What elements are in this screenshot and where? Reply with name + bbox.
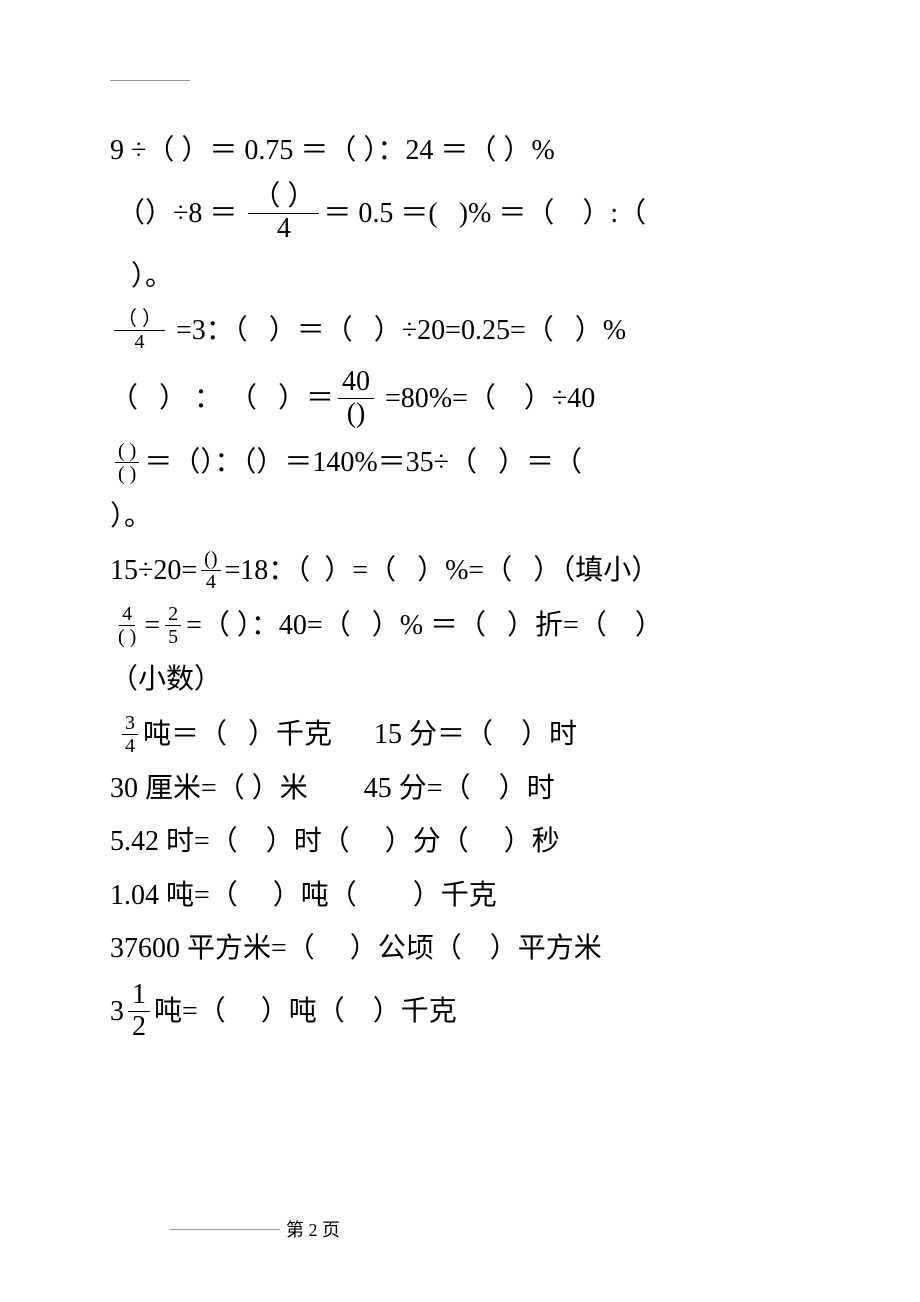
problem-line-8: 15÷20= () 4 =18：（ ）=（ ）%=（ ）（填小） [110,548,820,593]
problem-line-6: ( ) ( ) ＝（）：（）＝140%＝35÷（ ）＝（ [110,440,820,485]
text: ）。 [110,255,173,298]
fraction: 40 () [338,367,374,430]
footer-divider [170,1229,280,1230]
problem-line-10: （小数） [110,658,820,701]
denominator: ( ) [114,463,140,485]
problem-line-15: 37600 平方米=（ ）公顷（ ）平方米 [110,927,820,970]
fraction: 1 2 [128,980,150,1043]
problem-line-16: 3 1 2 吨=（ ）吨（ ）千克 [110,980,820,1043]
text: 15÷20= [110,549,197,592]
page-content: 9 ÷（ ）＝ 0.75 ＝（ ）：24 ＝（ ）% （）÷8 ＝ （ ） 4 … [0,0,920,1113]
text: =18：（ ）=（ ）%=（ ）（填小） [225,549,660,592]
fraction: ( ) ( ) [114,440,140,485]
numerator: （ ） [248,182,319,214]
denominator: 4 [131,331,149,353]
fraction: （ ） 4 [248,182,319,245]
text: =（ ）：40=（ ）% ＝（ ）折=（ ） [186,604,663,647]
text: 1.04 吨=（ ）吨（ ）千克 [110,874,497,917]
fraction: () 4 [201,548,220,593]
numerator: （ ） [114,308,165,331]
text: 5.42 时=（ ）时（ ）分（ ）秒 [110,820,560,863]
text: = [144,604,160,647]
denominator: 4 [273,214,295,245]
denominator: 5 [164,626,182,648]
problem-line-14: 1.04 吨=（ ）吨（ ）千克 [110,874,820,917]
problem-line-11: 3 4 吨＝（ ）千克 15 分＝（ ）时 [110,712,820,757]
text: ）。 [110,495,152,538]
text: （小数） [110,658,222,701]
text: （）÷8 ＝ [110,192,244,235]
denominator: 2 [128,1012,150,1043]
problem-line-1: 9 ÷（ ）＝ 0.75 ＝（ ）：24 ＝（ ）% [110,129,820,172]
denominator: () [343,399,370,430]
problem-line-5: （ ） ： （ ）＝ 40 () =80%=（ ）÷40 [110,367,820,430]
header-divider [110,80,190,81]
numerator: 3 [122,712,138,735]
denominator: ( ) [114,626,140,648]
denominator: 4 [121,735,139,757]
text: 9 ÷（ ）＝ 0.75 ＝（ ）：24 ＝（ ）% [110,129,555,172]
fraction: 3 4 [121,712,139,757]
problem-line-2: （）÷8 ＝ （ ） 4 ＝ 0.5 ＝( )% ＝（ ）:（ [110,182,820,245]
numerator: 2 [165,603,181,626]
text: 37600 平方米=（ ）公顷（ ）平方米 [110,927,602,970]
text: =80%=（ ）÷40 [378,377,595,420]
text: ＝ 0.5 ＝( )% ＝（ ）:（ [323,192,646,235]
text: 吨=（ ）吨（ ）千克 [154,990,457,1033]
problem-line-9: 4 ( ) = 2 5 =（ ）：40=（ ）% ＝（ ）折=（ ） [110,603,820,648]
problem-line-13: 5.42 时=（ ）时（ ）分（ ）秒 [110,820,820,863]
problem-line-12: 30 厘米=（ ）米 45 分=（ ）时 [110,767,820,810]
denominator: 4 [202,571,220,593]
text: 30 厘米=（ ）米 45 分=（ ）时 [110,767,555,810]
fraction: 4 ( ) [114,603,140,648]
page-number: 第 2 页 [286,1216,340,1242]
text: 吨＝（ ）千克 15 分＝（ ）时 [143,713,577,756]
numerator: 1 [128,980,150,1012]
text: （ ） ： （ ）＝ [110,377,334,420]
text: 3 [110,990,124,1033]
numerator: () [201,548,220,571]
text [110,713,117,756]
problem-line-7: ）。 [110,495,820,538]
numerator: 40 [338,367,374,399]
numerator: 4 [119,603,135,626]
fraction: 2 5 [164,603,182,648]
page-footer: 第 2 页 [170,1216,340,1242]
problem-line-3: ）。 [110,255,820,298]
fraction: （ ） 4 [114,308,165,353]
text: ＝（）：（）＝140%＝35÷（ ）＝（ [144,441,582,484]
problem-line-4: （ ） 4 =3：（ ）＝（ ）÷20=0.25=（ ）% [110,308,820,353]
numerator: ( ) [115,440,139,463]
text: =3：（ ）＝（ ）÷20=0.25=（ ）% [169,309,626,352]
